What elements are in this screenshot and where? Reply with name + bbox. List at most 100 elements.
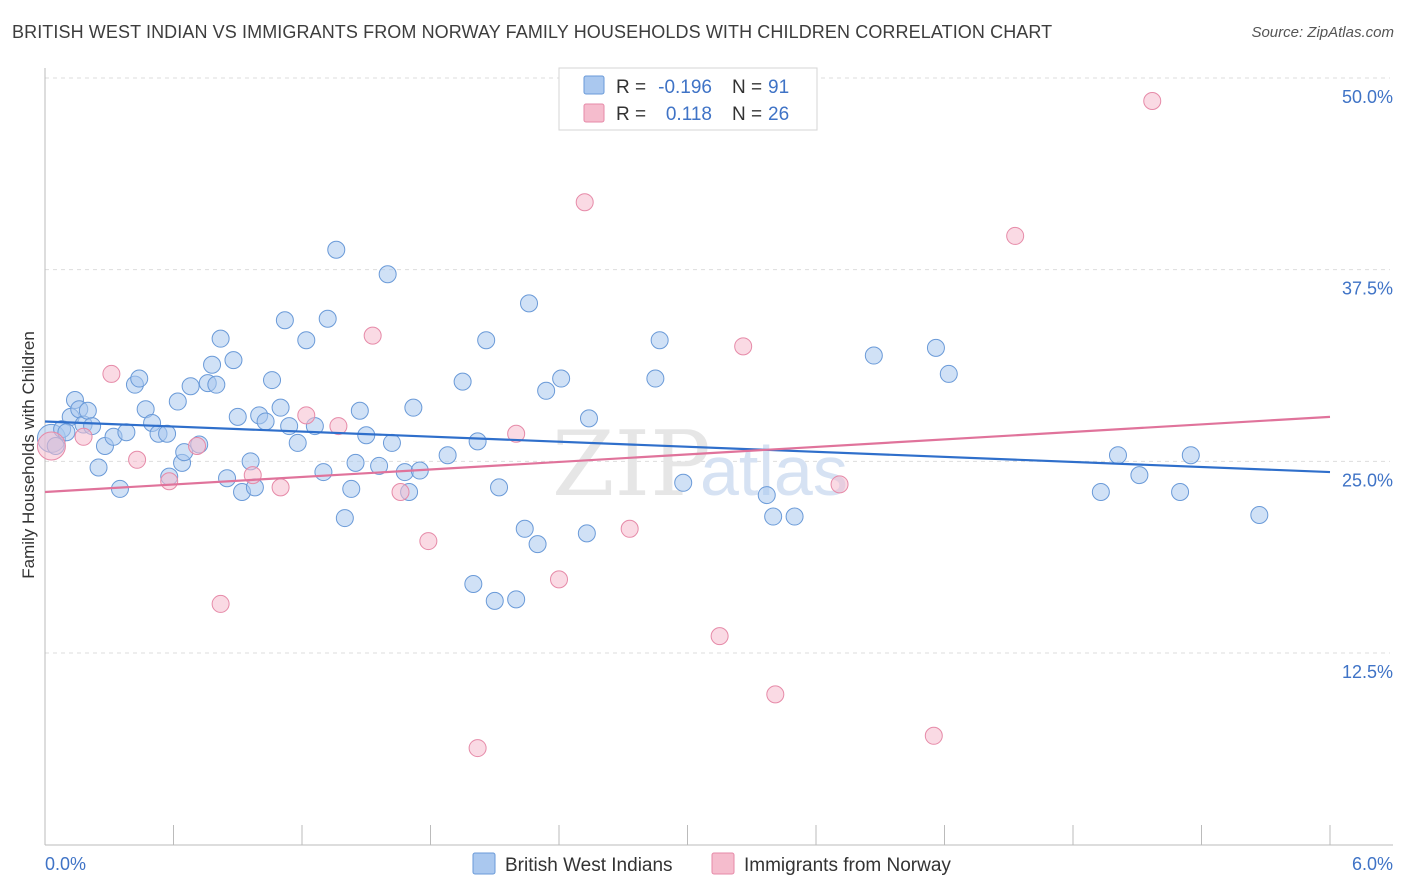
- british-west-indians-point: [764, 507, 783, 526]
- british-west-indians-point: [477, 331, 496, 350]
- norway-point: [1143, 92, 1162, 110]
- british-west-indians-point: [1108, 446, 1127, 465]
- legend-r-label-2: R =: [616, 104, 646, 125]
- chart-title: BRITISH WEST INDIAN VS IMMIGRANTS FROM N…: [12, 22, 1053, 42]
- watermark-zip: ZIP: [552, 412, 711, 517]
- british-west-indians-point: [438, 446, 457, 465]
- british-west-indians-point: [485, 591, 504, 610]
- norway-point: [468, 739, 487, 758]
- norway-point: [734, 337, 753, 356]
- british-west-indians-point: [537, 381, 556, 400]
- y-axis-label: Family Households with Children: [19, 331, 38, 579]
- british-west-indians-point: [130, 369, 149, 388]
- norway-point: [766, 685, 785, 704]
- british-west-indians-point: [263, 371, 282, 390]
- british-west-indians-point: [318, 309, 337, 328]
- norway-point: [128, 450, 147, 469]
- british-west-indians-point: [181, 377, 200, 396]
- british-west-indians-point: [78, 401, 97, 420]
- y-tick-label: 25.0%: [1342, 470, 1393, 490]
- x-tick-labels: 0.0% 6.0%: [45, 854, 1393, 874]
- legend-n-value-2: 26: [768, 104, 789, 125]
- british-west-indians-point: [297, 331, 316, 350]
- british-west-indians-point: [490, 478, 509, 497]
- british-west-indians-point: [646, 369, 665, 388]
- british-west-indians-point: [207, 375, 226, 394]
- british-west-indians-point: [757, 486, 776, 505]
- legend-r-label-1: R =: [616, 77, 646, 98]
- british-west-indians-trend-line: [44, 420, 1331, 474]
- british-west-indians-point: [453, 372, 472, 391]
- norway-point: [36, 431, 66, 461]
- british-west-indians-point: [464, 575, 483, 593]
- british-west-indians-point: [864, 346, 883, 365]
- norway-point: [74, 427, 93, 446]
- british-west-indians-point: [577, 524, 596, 543]
- legend-n-label-2: N =: [732, 104, 762, 125]
- british-west-indians-point: [378, 265, 397, 284]
- norway-point: [211, 594, 230, 613]
- british-west-indians-point: [89, 458, 108, 477]
- norway-trend-line: [44, 415, 1331, 494]
- british-west-indians-point: [350, 401, 369, 420]
- british-west-indians-point: [203, 355, 222, 374]
- british-west-indians-point: [335, 509, 354, 528]
- x-tick-label: 0.0%: [45, 854, 86, 874]
- british-west-indians-point: [271, 398, 290, 417]
- watermark: ZIP atlas: [552, 412, 848, 517]
- legend-swatch-blue: [583, 75, 605, 95]
- bottom-legend: British West Indians Immigrants from Nor…: [472, 852, 951, 876]
- norway-point: [710, 627, 729, 646]
- british-west-indians-point: [579, 409, 598, 428]
- norway-point: [363, 326, 382, 345]
- british-west-indians-point: [218, 469, 237, 488]
- british-west-indians-point: [528, 535, 547, 554]
- british-west-indians-point: [468, 432, 487, 451]
- trend-lines: [44, 415, 1331, 494]
- british-west-indians-point: [939, 364, 958, 383]
- norway-point: [297, 406, 316, 425]
- norway-point: [550, 570, 568, 589]
- norway-point: [830, 475, 849, 494]
- bottom-legend-label-blue: British West Indians: [505, 855, 673, 876]
- legend-r-value-2: 0.118: [666, 104, 712, 125]
- norway-point: [575, 193, 594, 212]
- british-west-indians-point: [168, 392, 187, 411]
- british-west-indians-point: [288, 433, 307, 452]
- bottom-legend-swatch-pink: [711, 852, 735, 875]
- legend-n-label-1: N =: [732, 77, 762, 98]
- british-west-indians-point: [515, 519, 534, 538]
- norway-point: [1006, 226, 1025, 245]
- norway-point: [188, 437, 207, 455]
- british-west-indians-point: [342, 479, 361, 498]
- norway-point: [507, 424, 526, 443]
- british-west-indians-point: [370, 456, 389, 475]
- british-west-indians-point: [314, 463, 333, 482]
- british-west-indians-point: [256, 412, 275, 431]
- bottom-legend-swatch-blue: [472, 852, 496, 875]
- y-tick-label: 37.5%: [1342, 279, 1393, 299]
- legend-r-value-1: -0.196: [658, 77, 712, 98]
- data-points: [36, 92, 1269, 758]
- british-west-indians-point: [1181, 446, 1200, 465]
- y-tick-label: 12.5%: [1342, 662, 1393, 682]
- british-west-indians-point: [382, 433, 401, 452]
- british-west-indians-point: [552, 369, 571, 388]
- british-west-indians-point: [1091, 483, 1110, 501]
- british-west-indians-point: [327, 240, 346, 259]
- legend-n-value-1: 91: [768, 77, 789, 98]
- legend-swatch-pink: [583, 103, 605, 123]
- british-west-indians-point: [674, 473, 693, 492]
- british-west-indians-point: [117, 423, 136, 442]
- british-west-indians-point: [520, 294, 539, 313]
- british-west-indians-point: [404, 398, 423, 417]
- norway-point: [271, 478, 290, 497]
- norway-point: [419, 532, 438, 551]
- x-tick-label: 6.0%: [1352, 854, 1393, 874]
- british-west-indians-point: [507, 590, 526, 609]
- norway-point: [102, 364, 121, 383]
- british-west-indians-point: [346, 453, 365, 472]
- british-west-indians-point: [926, 338, 945, 357]
- grid-lines: [45, 77, 1390, 654]
